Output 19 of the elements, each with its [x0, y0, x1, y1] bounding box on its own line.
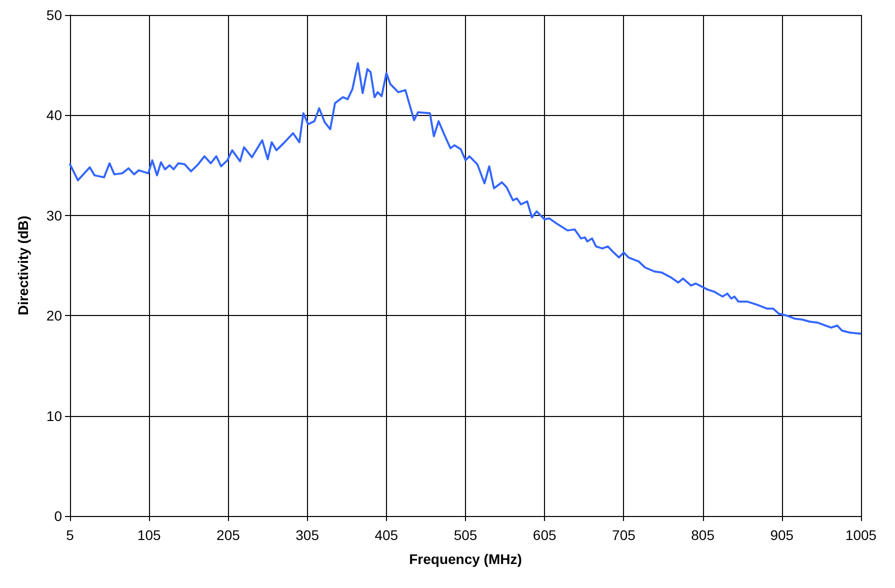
- y-axis-title: Directivity (dB): [15, 216, 31, 316]
- y-tick-label: 20: [46, 308, 62, 324]
- x-tick-label: 705: [612, 527, 636, 543]
- x-tick-label: 505: [454, 527, 478, 543]
- x-tick-label: 205: [216, 527, 240, 543]
- x-tick-label: 105: [137, 527, 161, 543]
- y-tick-label: 30: [46, 207, 62, 224]
- x-tick-label: 605: [532, 527, 556, 543]
- y-tick-label: 0: [54, 508, 62, 524]
- x-tick-label: 405: [374, 527, 398, 543]
- y-tick-label: 10: [46, 408, 62, 424]
- x-tick-label: 305: [296, 527, 320, 543]
- x-axis-title: Frequency (MHz): [409, 551, 522, 567]
- x-tick-label: 905: [770, 527, 794, 543]
- x-tick-label: 5: [66, 527, 74, 543]
- x-tick-label: 1005: [845, 527, 877, 543]
- y-tick-label: 50: [46, 7, 62, 23]
- y-tick-label: 40: [46, 107, 62, 124]
- x-tick-label: 805: [691, 527, 715, 543]
